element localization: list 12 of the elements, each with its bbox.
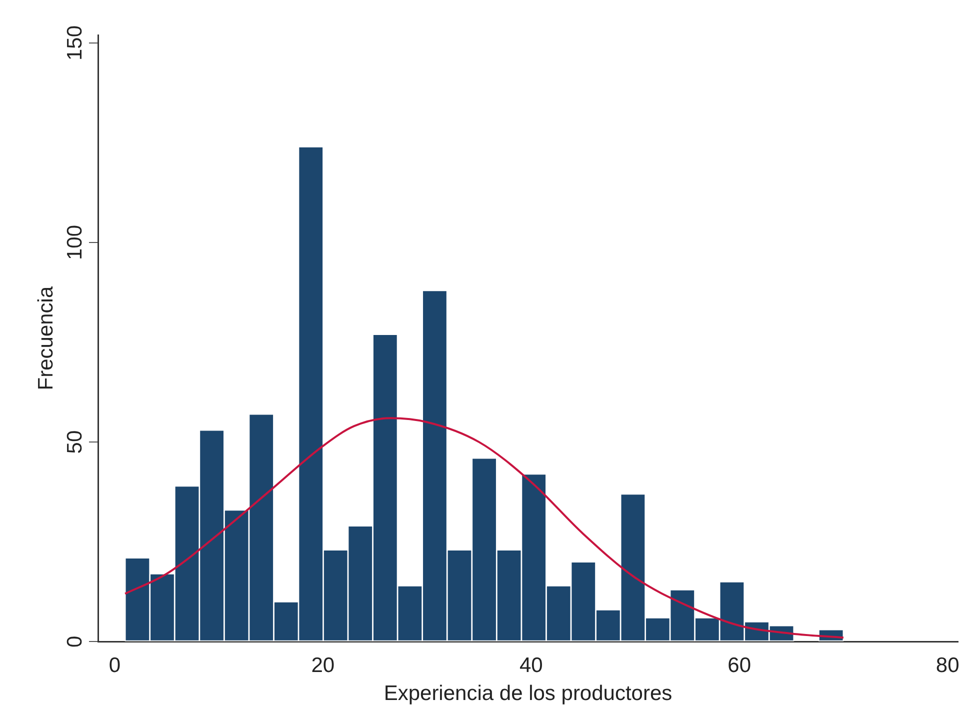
line-series xyxy=(124,417,844,639)
y-tick-label: 150 xyxy=(63,25,86,61)
x-tick-label: 60 xyxy=(728,654,752,677)
x-tick-label: 20 xyxy=(311,654,335,677)
x-axis-title: Experiencia de los productores xyxy=(384,682,672,706)
x-tick-label: 0 xyxy=(108,654,120,677)
x-tick-label: 40 xyxy=(519,654,543,677)
y-tick-label: 100 xyxy=(63,225,86,260)
y-tick-label: 50 xyxy=(63,430,86,454)
x-tick-label: 80 xyxy=(936,654,960,677)
y-tick-label: 0 xyxy=(63,636,86,648)
y-axis-title: Frecuencia xyxy=(34,286,58,390)
